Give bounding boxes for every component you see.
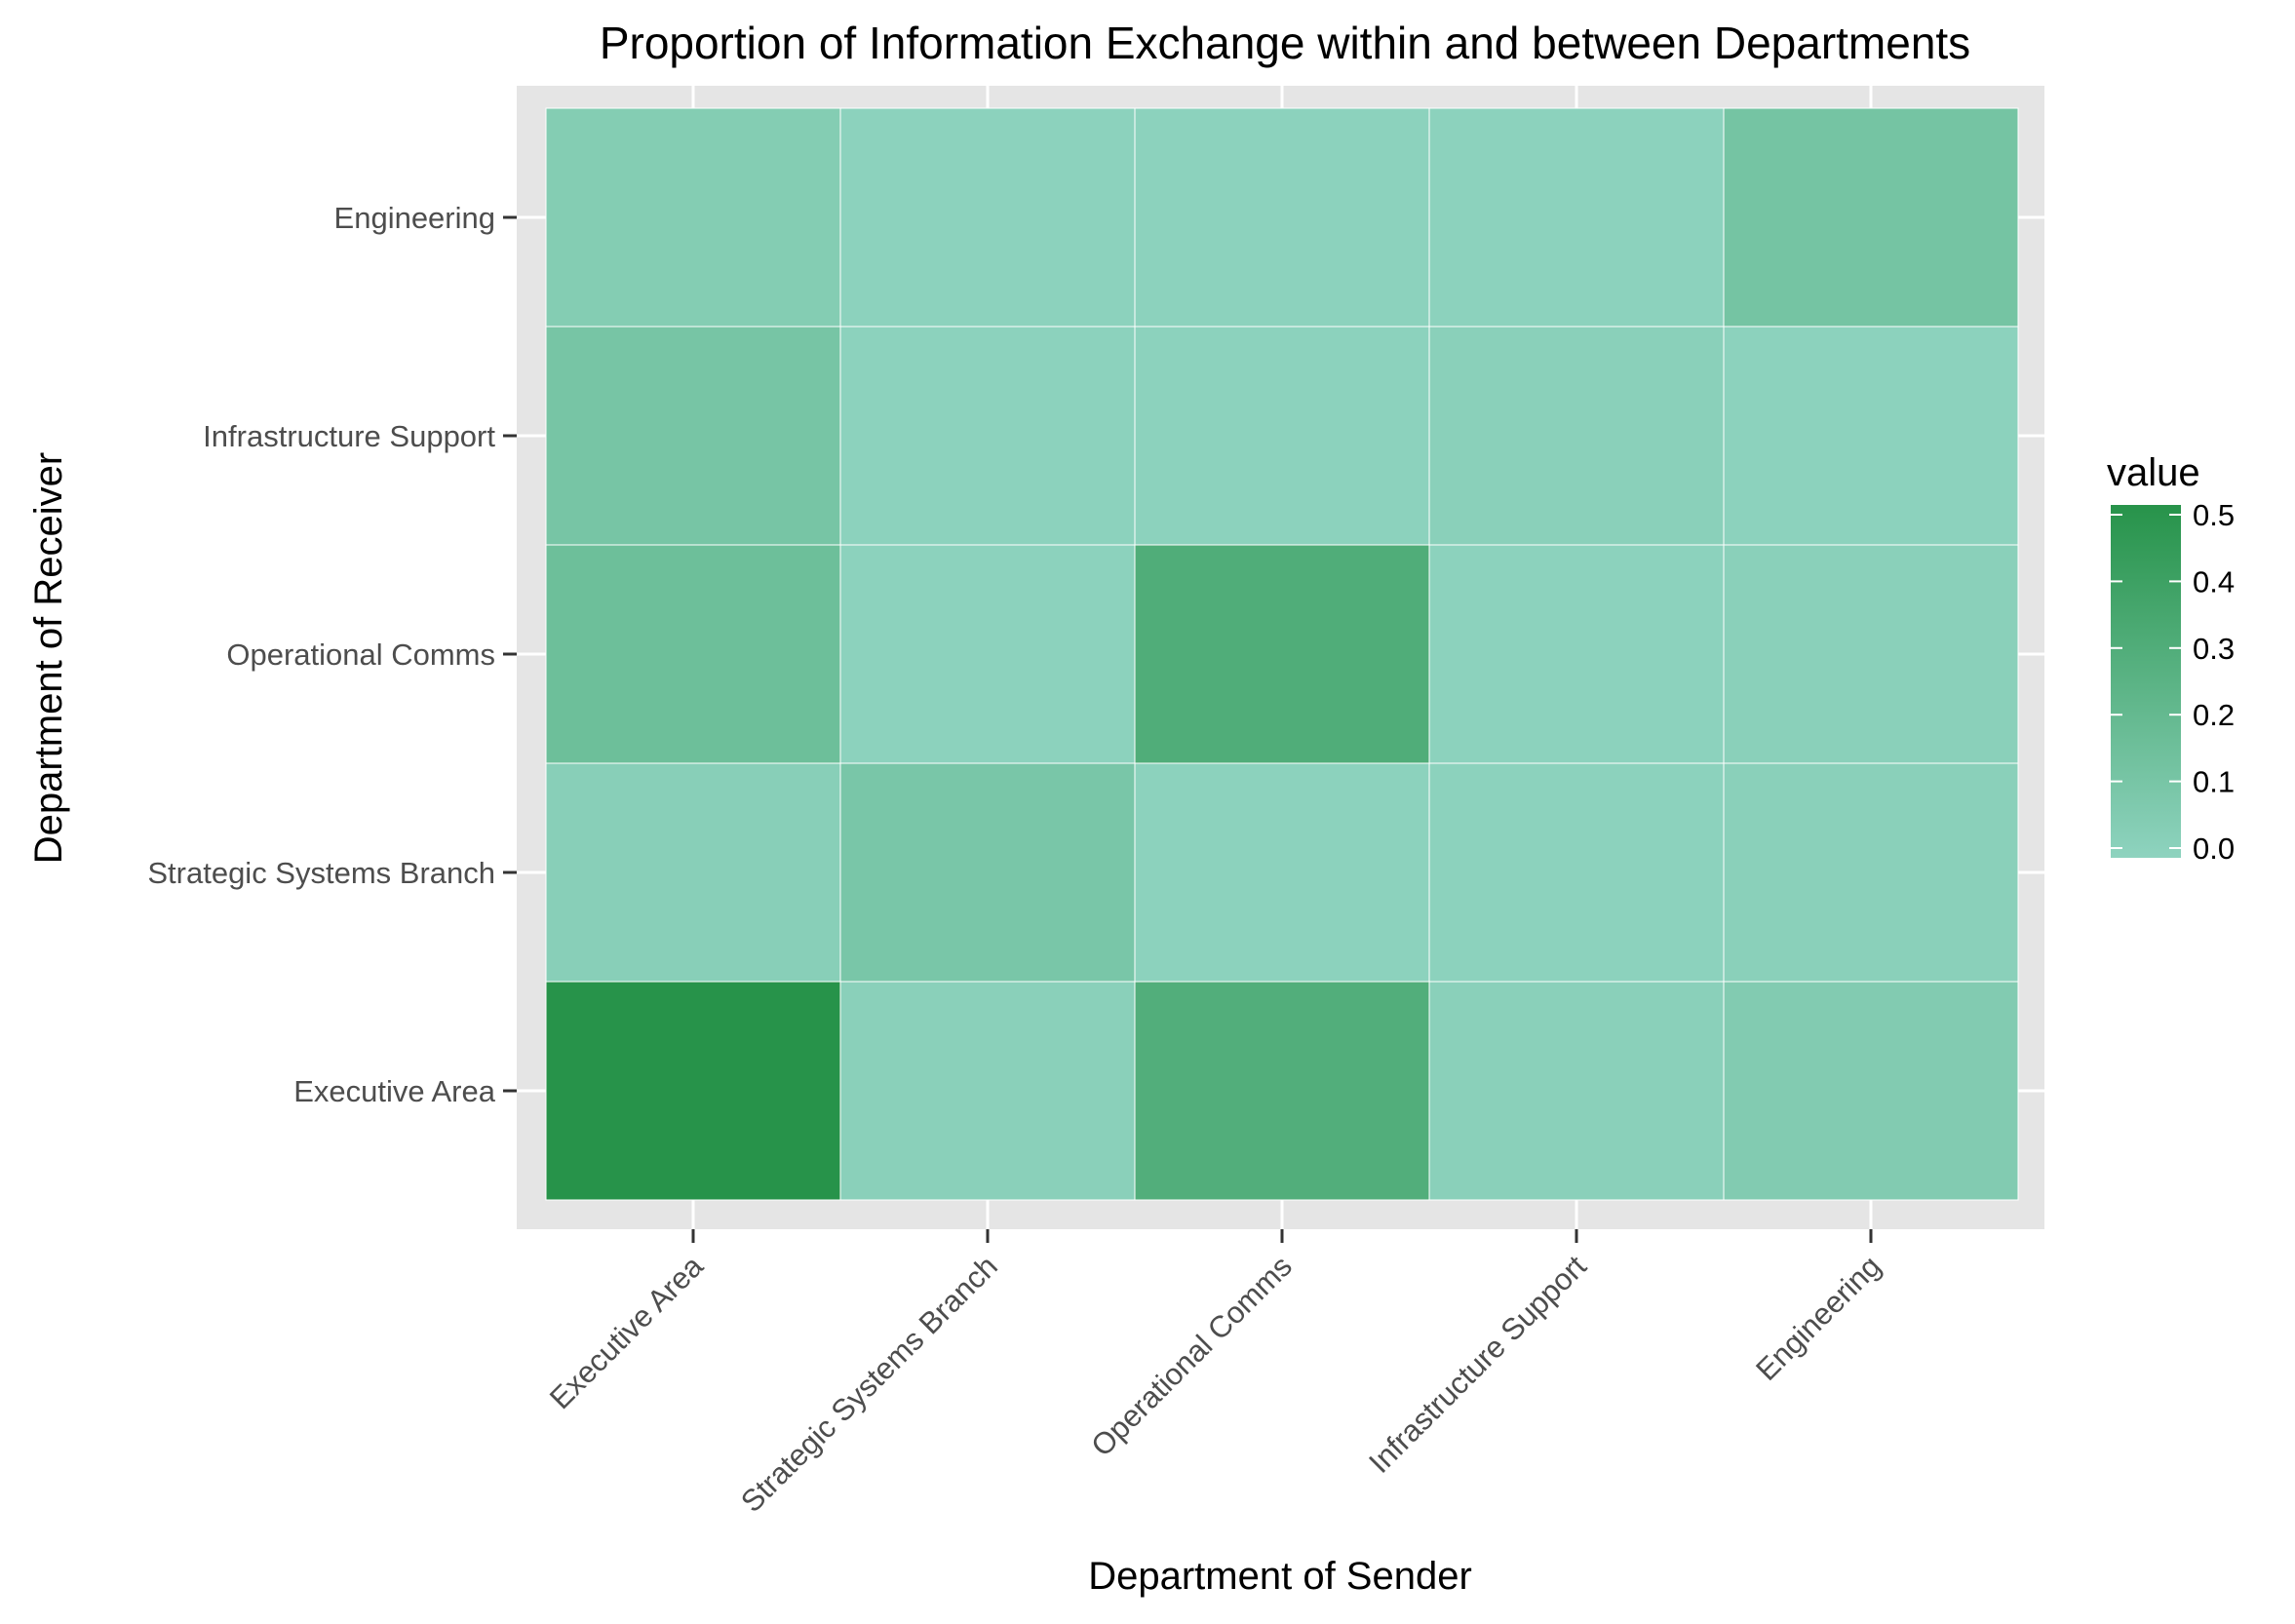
heatmap-cell <box>545 326 841 546</box>
heatmap-cell <box>1134 981 1430 1201</box>
legend-tick-label: 0.4 <box>2193 564 2235 599</box>
heatmap-cell <box>1723 326 2019 546</box>
heatmap-cell <box>545 107 841 328</box>
heatmap-cell <box>839 326 1136 546</box>
x-axis-title: Department of Sender <box>1088 1555 1472 1598</box>
heatmap-cells <box>545 107 2019 1201</box>
y-tick-label: Strategic Systems Branch <box>147 856 495 890</box>
y-tick-label: Infrastructure Support <box>203 419 495 453</box>
legend-tick-label: 0.3 <box>2193 632 2235 666</box>
heatmap-cell <box>1723 762 2019 983</box>
y-tick-label: Executive Area <box>293 1074 496 1108</box>
y-axis-title: Department of Receiver <box>27 452 70 864</box>
chart-title: Proportion of Information Exchange withi… <box>600 18 1970 68</box>
legend-tick-label: 0.2 <box>2193 698 2235 732</box>
heatmap-cell <box>1428 762 1725 983</box>
heatmap-cell <box>839 544 1136 764</box>
heatmap-cell <box>1428 326 1725 546</box>
heatmap-cell <box>545 544 841 764</box>
heatmap-cell <box>1723 107 2019 328</box>
heatmap-cell <box>1428 107 1725 328</box>
y-tick-label: Engineering <box>334 201 495 235</box>
heatmap-cell <box>1134 544 1430 764</box>
legend-colorbar <box>2111 505 2181 858</box>
heatmap-cell <box>1428 544 1725 764</box>
y-axis: Executive Area Strategic Systems Branch Op… <box>147 201 517 1108</box>
heatmap-cell <box>1134 762 1430 983</box>
heatmap-cell <box>545 762 841 983</box>
legend-title: value <box>2107 451 2200 494</box>
legend-tick-label: 0.0 <box>2193 831 2235 866</box>
color-legend: value 0.0 0.1 0.2 0.3 0.4 0.5 <box>2107 451 2235 866</box>
heatmap-cell <box>1723 544 2019 764</box>
heatmap-cell <box>839 107 1136 328</box>
heatmap-cell <box>1134 107 1430 328</box>
legend-ticks: 0.0 0.1 0.2 0.3 0.4 0.5 <box>2111 498 2235 866</box>
heatmap-cell <box>545 981 841 1201</box>
y-tick-label: Operational Comms <box>226 638 495 672</box>
heatmap-cell <box>1723 981 2019 1201</box>
heatmap-cell <box>839 981 1136 1201</box>
legend-tick-label: 0.5 <box>2193 498 2235 532</box>
legend-tick-label: 0.1 <box>2193 765 2235 799</box>
heatmap-cell <box>839 762 1136 983</box>
heatmap-cell <box>1134 326 1430 546</box>
heatmap-cell <box>1428 981 1725 1201</box>
